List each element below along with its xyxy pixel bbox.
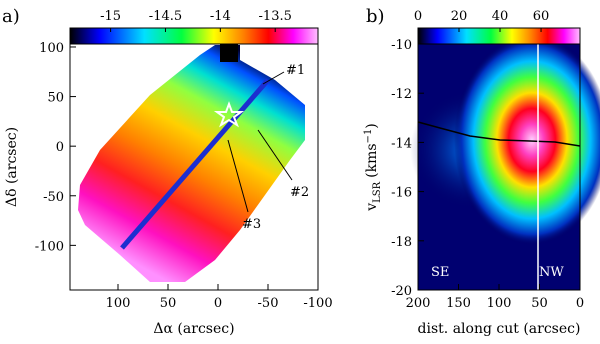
x-axis-label: Δα (arcsec) bbox=[153, 321, 234, 337]
colorbar-tick-label: -14.5 bbox=[149, 9, 182, 24]
annotation: SE bbox=[431, 265, 449, 280]
y-tick-label: 0 bbox=[56, 140, 64, 155]
panel-label: b) bbox=[366, 6, 385, 27]
x-tick-label: -50 bbox=[258, 296, 279, 311]
panel-label: a) bbox=[2, 6, 20, 27]
y-axis-label-end: ) bbox=[364, 123, 380, 128]
x-tick-label: 150 bbox=[446, 296, 471, 311]
x-tick-label: 0 bbox=[214, 296, 222, 311]
colorbar-tick-label: -13.5 bbox=[259, 9, 292, 24]
y-axis-label-unit: (kms bbox=[364, 143, 380, 177]
annotation: #3 bbox=[242, 217, 261, 232]
colorbar-tick-label: 0 bbox=[414, 9, 422, 24]
colorbar-tick-label: -15 bbox=[100, 9, 121, 24]
y-tick-label: 50 bbox=[47, 91, 64, 106]
y-tick-label: -50 bbox=[43, 190, 64, 205]
colorbar-a bbox=[70, 28, 318, 44]
y-axis-label: Δδ (arcsec) bbox=[4, 127, 20, 207]
y-axis-label: vLSR (kms−1) bbox=[363, 123, 383, 212]
map-a bbox=[78, 44, 305, 282]
y-axis-label-sup: −1 bbox=[363, 129, 374, 144]
frame-a bbox=[69, 27, 319, 291]
colorbar-tick-label: 20 bbox=[451, 9, 468, 24]
y-tick-label: -100 bbox=[35, 239, 64, 254]
y-tick-label: -20 bbox=[391, 284, 412, 299]
map-b bbox=[410, 35, 600, 290]
x-tick-label: 200 bbox=[406, 296, 431, 311]
y-axis-label-part: v bbox=[364, 203, 380, 212]
annotation: #1 bbox=[286, 63, 305, 78]
y-tick-label: -12 bbox=[391, 87, 412, 102]
x-axis-label: dist. along cut (arcsec) bbox=[418, 321, 581, 337]
x-tick-label: 100 bbox=[106, 296, 131, 311]
y-tick-label: -10 bbox=[391, 38, 412, 53]
y-tick-label: 100 bbox=[39, 41, 64, 56]
annotation: NW bbox=[539, 265, 564, 280]
x-tick-label: 100 bbox=[487, 296, 512, 311]
x-tick-label: 50 bbox=[531, 296, 548, 311]
x-tick-label: -100 bbox=[303, 296, 332, 311]
colorbar-tick-label: 60 bbox=[533, 9, 550, 24]
y-tick-label: -16 bbox=[391, 186, 412, 201]
x-tick-label: 50 bbox=[160, 296, 177, 311]
annotation: #2 bbox=[290, 185, 309, 200]
colorbar-tick-label: 40 bbox=[492, 9, 509, 24]
y-tick-label: -18 bbox=[391, 235, 412, 250]
y-tick-label: -14 bbox=[391, 136, 412, 151]
x-tick-label: 0 bbox=[576, 296, 584, 311]
colorbar-b bbox=[418, 28, 580, 44]
colorbar-tick-label: -14 bbox=[210, 9, 231, 24]
y-axis-label-sub: LSR bbox=[372, 181, 383, 202]
